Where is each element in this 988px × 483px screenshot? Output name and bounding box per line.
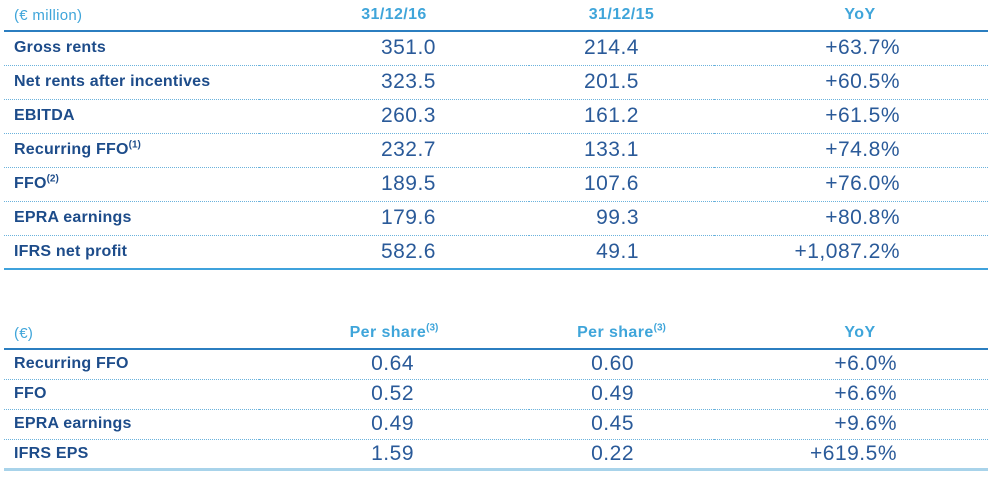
- table-body: Gross rents 351.0 214.4 +63.7% Net rents aft…: [4, 31, 988, 270]
- value-cell: 49.1: [529, 235, 714, 270]
- row-label: EBITDA: [4, 99, 259, 134]
- row-label: Recurring FFO(1): [4, 133, 259, 168]
- column-header-per-share-16: Per share(3): [259, 322, 529, 350]
- value-cell: +63.7%: [714, 31, 988, 66]
- table-row: Gross rents 351.0 214.4 +63.7%: [4, 31, 988, 66]
- row-label: IFRS net profit: [4, 235, 259, 270]
- table-row: Net rents after incentives 323.5 201.5 +60.…: [4, 65, 988, 100]
- row-label: IFRS EPS: [4, 439, 259, 471]
- row-label: EPRA earnings: [4, 201, 259, 236]
- unit-label-millions: (€ million): [4, 6, 259, 32]
- value-cell: +74.8%: [714, 133, 988, 168]
- column-header-text: Per share: [349, 324, 427, 341]
- value-cell: +9.6%: [714, 409, 988, 440]
- table-header-row: (€ million) 31/12/16 31/12/15 YoY: [4, 6, 988, 32]
- value-cell: 0.60: [529, 349, 714, 380]
- row-label: FFO: [4, 379, 259, 410]
- value-cell: 0.45: [529, 409, 714, 440]
- value-cell: 107.6: [529, 167, 714, 202]
- value-cell: 0.64: [259, 349, 529, 380]
- value-cell: 214.4: [529, 31, 714, 66]
- footnote-marker: (2): [46, 173, 59, 185]
- table-row: EPRA earnings 0.49 0.45 +9.6%: [4, 409, 988, 440]
- value-cell: 0.49: [259, 409, 529, 440]
- results-table-per-share: (€) Per share(3) Per share(3) YoY Recurr…: [4, 322, 988, 471]
- value-cell: +76.0%: [714, 167, 988, 202]
- value-cell: +60.5%: [714, 65, 988, 100]
- row-label: Gross rents: [4, 31, 259, 66]
- table-row: FFO(2) 189.5 107.6 +76.0%: [4, 167, 988, 202]
- value-cell: +619.5%: [714, 439, 988, 471]
- row-label: Net rents after incentives: [4, 65, 259, 100]
- table-body: Recurring FFO 0.64 0.60 +6.0% FFO 0.52 0.49 +6.…: [4, 349, 988, 471]
- value-cell: 99.3: [529, 201, 714, 236]
- row-label: EPRA earnings: [4, 409, 259, 440]
- value-cell: 0.52: [259, 379, 529, 410]
- value-cell: 260.3: [259, 99, 529, 134]
- table-row: Recurring FFO(1) 232.7 133.1 +74.8%: [4, 133, 988, 168]
- column-header-text: YoY: [844, 324, 876, 341]
- value-cell: 161.2: [529, 99, 714, 134]
- financial-summary-page: (€ million) 31/12/16 31/12/15 YoY Gross …: [4, 6, 988, 471]
- value-cell: 351.0: [259, 31, 529, 66]
- value-cell: +61.5%: [714, 99, 988, 134]
- value-cell: +6.6%: [714, 379, 988, 410]
- results-table-millions: (€ million) 31/12/16 31/12/15 YoY Gross …: [4, 6, 988, 270]
- table-row: EPRA earnings 179.6 99.3 +80.8%: [4, 201, 988, 236]
- column-header-per-share-15: Per share(3): [529, 322, 714, 350]
- footnote-marker: (3): [653, 322, 666, 334]
- column-header-yoy: YoY: [714, 6, 988, 32]
- table-row: EBITDA 260.3 161.2 +61.5%: [4, 99, 988, 134]
- value-cell: 232.7: [259, 133, 529, 168]
- row-label: FFO(2): [4, 167, 259, 202]
- value-cell: 201.5: [529, 65, 714, 100]
- column-header-31-12-16: 31/12/16: [259, 6, 529, 32]
- row-label: Recurring FFO: [4, 349, 259, 380]
- value-cell: 1.59: [259, 439, 529, 471]
- table-header-row: (€) Per share(3) Per share(3) YoY: [4, 322, 988, 350]
- unit-label-euro: (€): [4, 324, 259, 350]
- value-cell: 179.6: [259, 201, 529, 236]
- footnote-marker: (1): [128, 139, 141, 151]
- value-cell: 0.22: [529, 439, 714, 471]
- value-cell: +6.0%: [714, 349, 988, 380]
- value-cell: +1,087.2%: [714, 235, 988, 270]
- table-row: Recurring FFO 0.64 0.60 +6.0%: [4, 349, 988, 380]
- footnote-marker: (3): [426, 322, 439, 334]
- value-cell: 189.5: [259, 167, 529, 202]
- table-row: IFRS net profit 582.6 49.1 +1,087.2%: [4, 235, 988, 270]
- table-row: IFRS EPS 1.59 0.22 +619.5%: [4, 439, 988, 471]
- column-header-text: Per share: [577, 324, 654, 341]
- value-cell: 323.5: [259, 65, 529, 100]
- value-cell: +80.8%: [714, 201, 988, 236]
- value-cell: 133.1: [529, 133, 714, 168]
- table-row: FFO 0.52 0.49 +6.6%: [4, 379, 988, 410]
- column-header-31-12-15: 31/12/15: [529, 6, 714, 32]
- value-cell: 582.6: [259, 235, 529, 270]
- value-cell: 0.49: [529, 379, 714, 410]
- column-header-yoy: YoY: [714, 324, 988, 350]
